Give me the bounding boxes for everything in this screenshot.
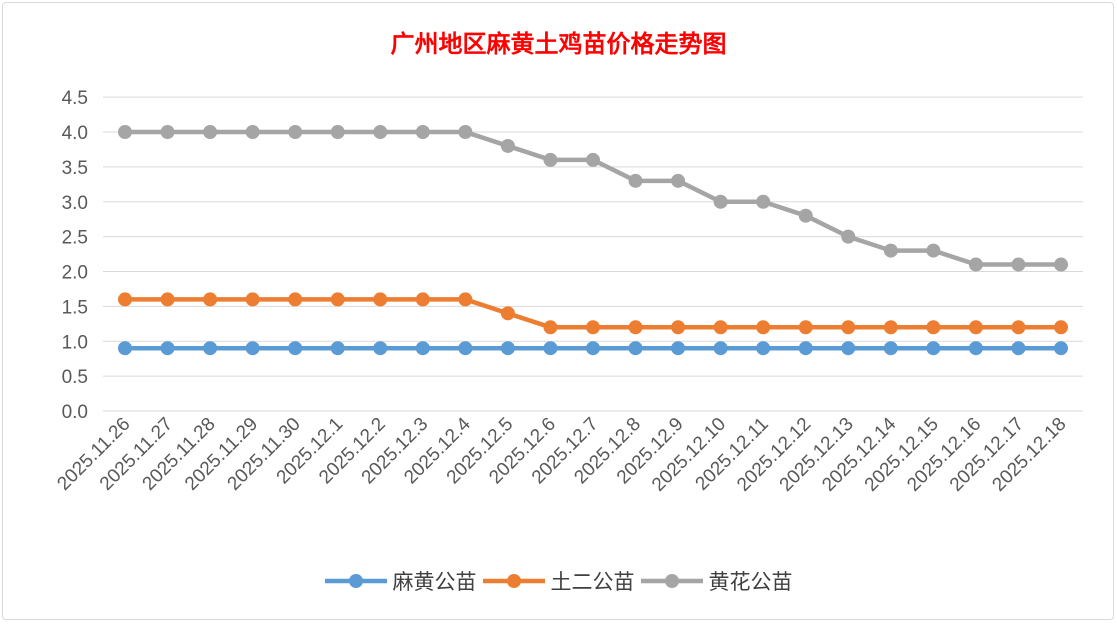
data-point [671,320,686,335]
data-point [160,341,175,356]
data-point [841,320,856,335]
legend-item: 黄花公苗 [640,566,793,596]
data-point [1011,341,1026,356]
data-point [543,152,558,167]
data-point [671,173,686,188]
data-point [203,341,218,356]
data-point [841,341,856,356]
data-point [245,125,260,139]
data-point [373,292,388,307]
data-point [1054,257,1068,272]
data-point [160,292,175,307]
data-point [628,341,643,356]
data-point [415,341,430,356]
y-tick-label: 4.5 [62,88,88,109]
data-point [500,341,515,356]
data-point [500,138,515,153]
data-point [671,341,686,356]
legend-label: 土二公苗 [550,570,635,594]
y-tick-label: 1.5 [62,297,88,318]
data-point [373,341,388,356]
data-point [373,125,388,139]
data-point [883,243,898,258]
data-point [586,152,600,167]
data-point [415,125,430,139]
legend-label: 麻黄公苗 [392,570,477,594]
data-point [586,320,600,335]
series-line [125,129,1061,267]
data-point [330,125,345,139]
data-point [883,341,898,356]
data-point [118,125,132,139]
data-point [330,341,345,356]
legend: 麻黄公苗 土二公苗 黄花公苗 [0,566,1117,596]
data-point [1054,320,1068,335]
data-point [798,208,813,223]
data-point [458,341,473,356]
legend-item: 土二公苗 [482,566,635,596]
data-point [160,125,175,139]
y-tick-label: 0.5 [62,367,88,388]
data-point [415,292,430,307]
data-point [330,292,345,307]
data-point [756,320,771,335]
data-point [756,341,771,356]
legend-marker-icon [640,574,703,588]
y-tick-label: 0.0 [62,402,88,423]
data-point [458,292,473,307]
data-point [288,125,303,139]
data-point [883,320,898,335]
y-tick-label: 3.0 [62,193,88,214]
data-point [245,341,260,356]
data-point [500,306,515,321]
data-point [586,341,600,356]
data-point [798,341,813,356]
data-point [628,320,643,335]
y-tick-label: 3.5 [62,158,88,179]
data-point [118,292,132,307]
data-point [458,125,473,139]
data-point [968,341,983,356]
data-point [798,320,813,335]
data-point [1011,257,1026,272]
data-point [288,292,303,307]
data-point [543,341,558,356]
chart-title: 广州地区麻黄土鸡苗价格走势图 [390,30,727,58]
data-point [288,341,303,356]
data-point [968,257,983,272]
data-point [203,292,218,307]
data-point [628,173,643,188]
data-point [118,341,132,356]
y-tick-label: 4.0 [62,123,88,144]
data-point [713,341,728,356]
data-point [926,320,941,335]
data-point [926,341,941,356]
data-point [968,320,983,335]
legend-item: 麻黄公苗 [324,566,477,596]
legend-marker-icon [482,574,545,588]
y-tick-label: 2.0 [62,263,88,284]
data-point [543,320,558,335]
data-point [203,125,218,139]
data-point [245,292,260,307]
data-point [756,194,771,209]
y-tick-label: 2.5 [62,228,88,249]
chart-frame [2,2,1114,620]
data-point [926,243,941,258]
data-point [713,320,728,335]
data-point [713,194,728,209]
legend-label: 黄花公苗 [708,570,793,594]
y-tick-label: 1.0 [62,332,88,353]
legend-marker-icon [324,574,387,588]
data-point [1011,320,1026,335]
data-point [1054,341,1068,356]
data-point [841,229,856,244]
